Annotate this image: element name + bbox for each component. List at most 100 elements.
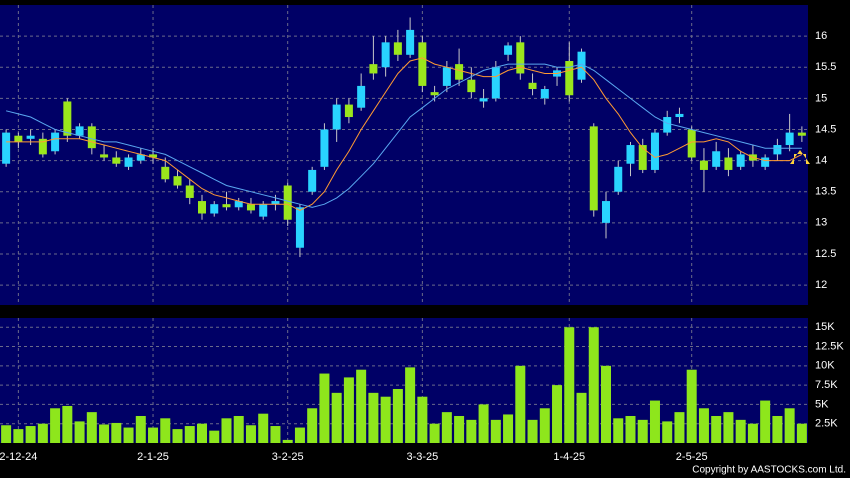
x-tick-label: 3-2-25 [272,451,304,463]
volume-bar [649,400,660,443]
candle-body [381,42,390,68]
volume-bar [148,427,159,443]
candle-body [2,132,11,164]
volume-bar [294,427,305,443]
candle-body [418,42,427,86]
x-tick-label: 2-5-25 [676,451,708,463]
volume-bar [99,424,110,443]
volume-bar [735,419,746,443]
volume-bar [478,404,489,443]
candle-body [210,204,219,214]
volume-bar [343,377,354,443]
volume-bar [490,419,501,443]
candle-body [577,51,586,80]
price-panel [0,5,808,305]
volume-bar [552,385,563,443]
volume-bar [601,365,611,443]
candle-body [259,204,268,217]
volume-bar [503,414,514,443]
volume-bar [245,425,256,443]
candle-body [75,126,84,136]
candle-body [38,138,47,155]
candle-body [234,201,243,208]
volume-bar [380,396,391,443]
candle-body [222,204,231,208]
x-tick-label: 2-12-24 [0,451,37,463]
volume-bar [331,392,342,443]
candle-body [124,157,133,167]
candle-body [332,104,341,130]
candle-body [785,132,794,146]
candle-body [344,104,353,118]
candle-body [712,151,721,167]
candle-body [136,154,145,161]
volume-bar [221,418,232,443]
candle-body [161,166,170,180]
candle-body [589,126,598,211]
volume-bar [13,429,24,443]
volume-bar [25,426,36,443]
volume-bar [356,369,367,443]
volume-panel [0,318,808,443]
candle-body [540,89,549,99]
volume-bar [1,425,12,443]
candle-body [650,132,659,170]
y-tick-label: 16 [815,30,827,42]
volume-bar [588,327,599,443]
volume-bar [368,392,379,443]
volume-bar [784,408,795,443]
candle-body [528,82,537,90]
plot-layer: 12 12.5 13 13.5 14 14.5 15 15.5 16 2.5K 5K 7.5K 10K 1… [0,5,844,463]
y-tick-label: 7.5K [815,379,838,391]
volume-bar [123,427,134,443]
candle-body [504,45,513,55]
candle-body [149,154,158,158]
volume-bar [613,418,624,443]
candle-body [797,132,806,136]
y-tick-label: 15.5 [815,61,836,73]
moving-average-line [6,57,803,211]
volume-bar [527,419,538,443]
candle-body [736,154,745,167]
candle-body [112,157,121,164]
volume-bar [772,415,783,443]
candle-body [283,185,292,220]
y-tick-label: 15K [815,321,835,333]
volume-bar [62,405,73,443]
y-tick-label: 12.5K [815,340,844,352]
volume-bar [454,415,465,443]
volume-bar [270,426,281,443]
candle-body [724,157,733,170]
volume-bar [515,365,526,443]
y-tick-label: 10K [815,360,835,372]
candle-body [614,166,623,192]
volume-bar [662,421,673,443]
y-tick-label: 12 [815,279,827,291]
volume-bar [258,413,269,443]
candle-body [63,101,72,136]
candle-body [699,160,708,170]
candle-body [393,42,402,55]
candle-body [565,61,574,96]
volume-bar [417,396,428,443]
volume-bar [796,423,807,443]
candle-body [442,67,451,86]
candle-body [467,79,476,93]
y-tick-label: 2.5K [815,418,838,430]
volume-bar [637,419,648,443]
volume-bar [760,400,771,443]
volume-bar [405,367,416,443]
candle-body [491,67,500,99]
volume-bar [429,423,440,443]
candle-body [320,129,329,167]
y-tick-label: 15 [815,92,827,104]
volume-bar [747,423,758,443]
volume-bar [392,388,403,443]
candle-body [271,201,280,205]
volume-bar [723,412,734,443]
volume-bar [74,421,85,443]
volume-bar [319,373,330,443]
volume-bar [197,423,207,443]
candle-body [430,92,439,96]
